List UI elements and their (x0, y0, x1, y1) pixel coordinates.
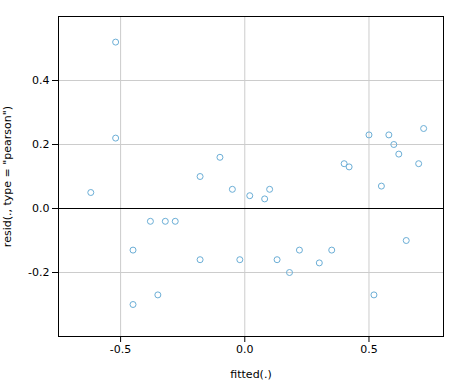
svg-text:0.2: 0.2 (32, 138, 50, 151)
svg-text:0.0: 0.0 (236, 343, 254, 356)
svg-text:0.4: 0.4 (32, 74, 50, 87)
svg-text:-0.2: -0.2 (28, 266, 49, 279)
svg-text:fitted(.): fitted(.) (230, 368, 271, 380)
svg-text:0.0: 0.0 (32, 202, 50, 215)
svg-text:resid(., type = "pearson"): resid(., type = "pearson") (1, 106, 14, 247)
svg-text:0.5: 0.5 (360, 343, 378, 356)
svg-text:-0.5: -0.5 (110, 343, 131, 356)
